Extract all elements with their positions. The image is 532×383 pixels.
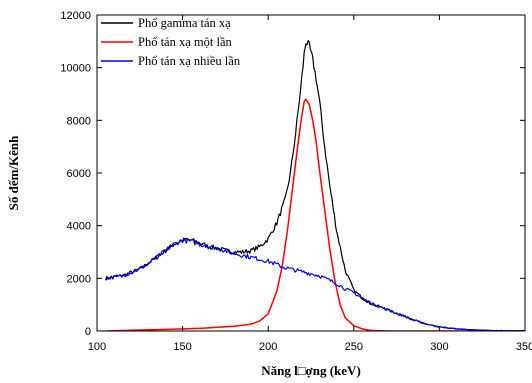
y-tick-label: 10000 <box>60 63 91 75</box>
x-tick-label: 200 <box>259 341 277 353</box>
y-tick-label: 8000 <box>67 115 91 127</box>
legend-label-1: Phổ gamma tán xạ <box>138 16 231 30</box>
series-line-2 <box>105 98 525 331</box>
y-axis-label: Số đếm/Kênh <box>6 135 21 211</box>
legend-label-3: Phổ tán xạ nhiều lần <box>138 54 241 68</box>
y-tick-label: 12000 <box>60 10 91 22</box>
x-tick-label: 300 <box>430 341 448 353</box>
x-axis-ticks: 100 150 200 250 300 350 <box>88 15 532 353</box>
y-tick-label: 6000 <box>67 168 91 180</box>
series-line-3 <box>105 237 525 331</box>
series-line-1 <box>104 39 525 331</box>
y-axis-ticks: 0 2000 4000 6000 8000 10000 12000 <box>60 10 525 338</box>
series-layer <box>104 39 525 331</box>
x-tick-label: 350 <box>516 341 532 353</box>
y-tick-label: 2000 <box>67 273 91 285</box>
legend: Phổ gamma tán xạ Phổ tán xạ một lần Phổ tá… <box>101 16 241 68</box>
x-axis-label: Năng l□ợng (keV) <box>261 363 361 378</box>
x-tick-label: 150 <box>173 341 191 353</box>
y-tick-label: 0 <box>85 326 91 338</box>
y-tick-label: 4000 <box>67 221 91 233</box>
x-tick-label: 100 <box>88 341 106 353</box>
x-tick-label: 250 <box>345 341 363 353</box>
legend-label-2: Phổ tán xạ một lần <box>138 35 232 49</box>
